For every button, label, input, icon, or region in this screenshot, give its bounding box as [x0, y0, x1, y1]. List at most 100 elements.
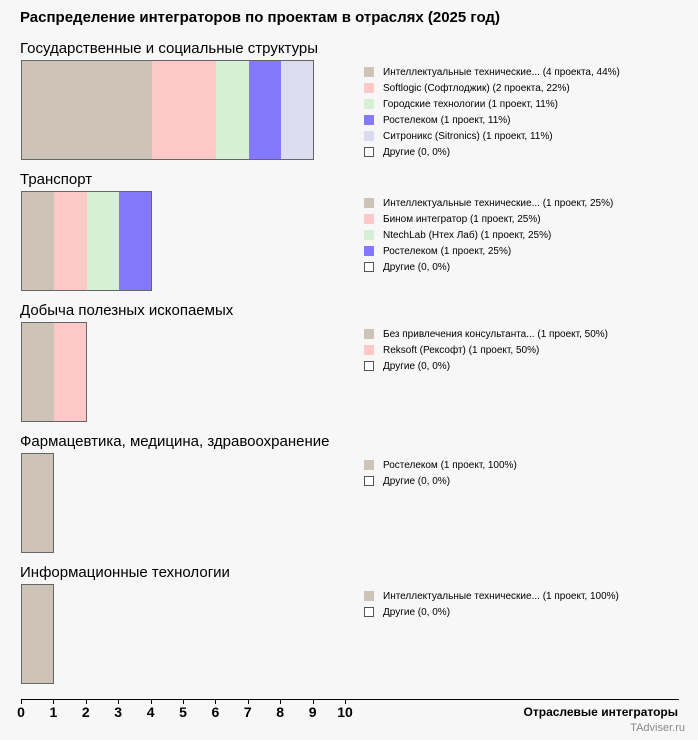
- section-title: Добыча полезных ископаемых: [20, 302, 234, 319]
- bar-segment[interactable]: [248, 61, 282, 159]
- legend: Интеллектуальные технические... (1 проек…: [364, 195, 613, 275]
- stacked-bar: [21, 60, 314, 160]
- legend-swatch: [364, 607, 374, 617]
- bar-segment[interactable]: [22, 61, 152, 159]
- stacked-bar: [21, 191, 152, 291]
- legend-item: Бином интегратор (1 проект, 25%): [364, 211, 613, 227]
- section-title: Государственные и социальные структуры: [20, 40, 319, 57]
- x-tick-label: 5: [179, 704, 187, 720]
- legend-swatch: [364, 67, 374, 77]
- legend-item: NtechLab (Нтех Лаб) (1 проект, 25%): [364, 227, 613, 243]
- legend-swatch: [364, 345, 374, 355]
- x-tick: [118, 699, 120, 704]
- bar-segment[interactable]: [119, 192, 151, 290]
- x-tick-label: 1: [49, 704, 58, 720]
- legend-swatch: [364, 329, 374, 339]
- bar-segment[interactable]: [22, 192, 55, 290]
- x-tick-label: 0: [17, 704, 25, 720]
- legend-label: Другие (0, 0%): [383, 146, 451, 158]
- legend-item: Другие (0, 0%): [364, 473, 517, 489]
- legend-label: Другие (0, 0%): [383, 475, 451, 487]
- legend-label: Ростелеком (1 проект, 25%): [383, 245, 512, 257]
- x-tick-label: 6: [211, 704, 220, 720]
- legend: Без привлечения консультанта... (1 проек…: [364, 326, 608, 374]
- legend-item: Городские технологии (1 проект, 11%): [364, 96, 620, 112]
- legend-swatch: [364, 476, 374, 486]
- x-tick: [280, 699, 282, 704]
- legend: Интеллектуальные технические... (1 проек…: [364, 588, 619, 620]
- legend-item: Ростелеком (1 проект, 25%): [364, 243, 613, 259]
- x-tick-label: 10: [337, 704, 353, 720]
- x-tick: [247, 699, 249, 704]
- bar-segment[interactable]: [151, 61, 217, 159]
- x-tick: [215, 699, 217, 704]
- x-tick-label: 4: [146, 704, 155, 720]
- legend-label: Бином интегратор (1 проект, 25%): [383, 213, 541, 225]
- stacked-bar: [21, 453, 54, 553]
- legend-swatch: [364, 262, 374, 272]
- stacked-bar: [21, 322, 87, 422]
- legend-item: Ростелеком (1 проект, 100%): [364, 457, 517, 473]
- section-title: Информационные технологии: [20, 564, 230, 581]
- stacked-bar: [21, 584, 54, 684]
- legend: Интеллектуальные технические... (4 проек…: [364, 64, 620, 160]
- legend-label: Интеллектуальные технические... (1 проек…: [383, 590, 619, 602]
- legend-swatch: [364, 115, 374, 125]
- x-tick-label: 8: [276, 704, 285, 720]
- legend-swatch: [364, 591, 374, 601]
- legend-swatch: [364, 246, 374, 256]
- legend-item: Reksoft (Рексофт) (1 проект, 50%): [364, 342, 608, 358]
- legend-item: Ростелеком (1 проект, 11%): [364, 112, 620, 128]
- bar-segment[interactable]: [22, 585, 53, 683]
- legend-item: Интеллектуальные технические... (1 проек…: [364, 588, 619, 604]
- x-tick-label: 3: [114, 704, 123, 720]
- bar-segment[interactable]: [54, 323, 86, 421]
- legend-label: NtechLab (Нтех Лаб) (1 проект, 25%): [383, 229, 552, 241]
- legend-swatch: [364, 361, 374, 371]
- x-tick: [150, 699, 152, 704]
- legend-swatch: [364, 131, 374, 141]
- legend-item: Другие (0, 0%): [364, 358, 608, 374]
- legend-item: Softlogic (Софтлоджик) (2 проекта, 22%): [364, 80, 620, 96]
- x-tick: [85, 699, 87, 704]
- legend-item: Другие (0, 0%): [364, 259, 613, 275]
- x-tick: [53, 699, 55, 704]
- legend-label: Ситроникс (Sitronics) (1 проект, 11%): [383, 130, 553, 142]
- x-axis-title: Отраслевые интеграторы: [523, 705, 678, 719]
- x-tick-label: 2: [81, 704, 90, 720]
- legend-label: Ростелеком (1 проект, 100%): [383, 459, 517, 471]
- legend-label: Reksoft (Рексофт) (1 проект, 50%): [383, 344, 540, 356]
- legend-label: Другие (0, 0%): [383, 360, 451, 372]
- legend-item: Ситроникс (Sitronics) (1 проект, 11%): [364, 128, 620, 144]
- bar-segment[interactable]: [281, 61, 313, 159]
- legend: Ростелеком (1 проект, 100%) Другие (0, 0%…: [364, 457, 517, 489]
- x-tick: [183, 699, 184, 704]
- legend-swatch: [364, 147, 374, 157]
- x-tick: [21, 699, 22, 704]
- legend-swatch: [364, 230, 374, 240]
- legend-swatch: [364, 99, 374, 109]
- watermark: TAdviser.ru: [630, 722, 685, 734]
- legend-label: Другие (0, 0%): [383, 261, 451, 273]
- bar-segment[interactable]: [216, 61, 249, 159]
- section-title: Транспорт: [20, 171, 93, 188]
- bar-segment[interactable]: [22, 454, 53, 552]
- legend-item: Другие (0, 0%): [364, 604, 619, 620]
- legend-label: Softlogic (Софтлоджик) (2 проекта, 22%): [383, 82, 570, 94]
- legend-item: Интеллектуальные технические... (1 проек…: [364, 195, 613, 211]
- legend-item: Интеллектуальные технические... (4 проек…: [364, 64, 620, 80]
- bar-segment[interactable]: [86, 192, 120, 290]
- bar-segment[interactable]: [22, 323, 55, 421]
- section-title: Фармацевтика, медицина, здравоохранение: [20, 433, 330, 450]
- legend-swatch: [364, 214, 374, 224]
- bar-segment[interactable]: [54, 192, 87, 290]
- legend-label: Ростелеком (1 проект, 11%): [383, 114, 511, 126]
- legend-label: Интеллектуальные технические... (4 проек…: [383, 66, 620, 78]
- x-tick-label: 7: [243, 704, 252, 720]
- legend-label: Без привлечения консультанта... (1 проек…: [383, 328, 608, 340]
- legend-label: Интеллектуальные технические... (1 проек…: [383, 197, 614, 209]
- x-tick: [312, 699, 314, 704]
- legend-swatch: [364, 198, 374, 208]
- legend-label: Другие (0, 0%): [383, 606, 451, 618]
- legend-item: Без привлечения консультанта... (1 проек…: [364, 326, 608, 342]
